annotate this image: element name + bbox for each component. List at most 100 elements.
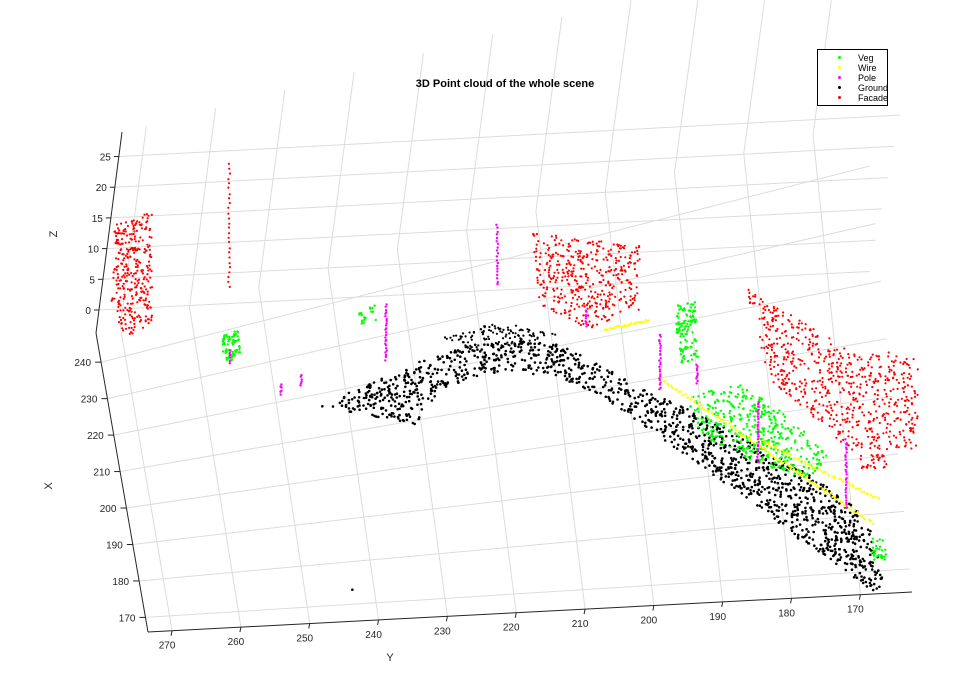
veg-point — [690, 358, 694, 361]
pole-point — [495, 255, 499, 258]
ground-point — [527, 366, 530, 370]
veg-point — [683, 309, 686, 312]
facade-point — [596, 293, 600, 296]
veg-point — [726, 400, 729, 403]
facade-point — [603, 293, 606, 296]
pole-point — [696, 379, 699, 383]
ground-point — [853, 535, 856, 538]
facade-point — [839, 355, 842, 358]
ground-point — [510, 369, 514, 372]
wire-point — [807, 463, 810, 467]
ground-point — [830, 527, 833, 531]
facade-point — [884, 418, 887, 422]
ground-point — [721, 430, 725, 434]
z-tick-label: 5 — [89, 275, 95, 286]
ground-point — [469, 344, 472, 347]
facade-point — [582, 322, 585, 326]
veg-point — [794, 439, 797, 442]
pole-points — [384, 303, 388, 362]
ground-point — [476, 348, 479, 351]
facade-point — [878, 444, 881, 447]
ground-point — [811, 516, 814, 520]
facade-point — [539, 273, 542, 276]
facade-point — [550, 308, 553, 311]
ground-point — [436, 355, 440, 359]
ground-point — [445, 372, 448, 376]
facade-point — [830, 406, 833, 410]
ground-point — [852, 557, 855, 561]
ground-point — [393, 415, 396, 418]
facade-point — [146, 243, 149, 246]
ground-point — [874, 577, 877, 580]
ground-point — [629, 404, 632, 408]
ground-point — [666, 402, 669, 406]
facade-point — [548, 269, 551, 272]
ground-point — [492, 371, 496, 374]
pole-point — [496, 242, 500, 245]
ground-point — [858, 563, 862, 567]
wire-point — [761, 446, 764, 450]
facade-point — [610, 293, 613, 296]
facade-point — [143, 276, 146, 279]
ground-point — [583, 371, 586, 375]
ground-point — [487, 356, 491, 360]
facade-point — [576, 282, 579, 285]
facade-point — [125, 234, 129, 237]
ground-point — [627, 391, 630, 395]
ground-point — [465, 360, 468, 363]
grid-lines — [98, 0, 910, 631]
facade-point — [124, 228, 127, 231]
facade-point — [150, 236, 153, 239]
facade-point — [117, 303, 120, 306]
facade-point — [818, 403, 821, 406]
ground-point — [576, 358, 580, 361]
ground-point — [693, 414, 696, 418]
facade-point — [767, 308, 771, 312]
ground-point — [860, 533, 864, 537]
facade-point — [813, 400, 816, 403]
wire-point — [822, 488, 825, 491]
ground-point — [749, 489, 752, 492]
ground-point — [450, 360, 453, 363]
veg-point — [817, 462, 820, 465]
ground-point — [351, 588, 354, 591]
veg-point — [678, 308, 681, 311]
ground-point — [331, 405, 335, 408]
veg-point — [814, 453, 818, 457]
facade-point — [596, 250, 599, 253]
ground-point — [532, 332, 535, 335]
facade-point — [864, 375, 867, 378]
wire-point — [874, 495, 878, 498]
ground-point — [773, 493, 777, 497]
facade-point — [135, 286, 138, 289]
wire-point — [707, 410, 710, 413]
facade-point — [866, 465, 869, 468]
ground-point — [430, 399, 434, 402]
ground-point — [767, 503, 770, 506]
veg-point — [737, 435, 741, 439]
ground-point — [714, 469, 718, 473]
facade-point — [807, 367, 810, 370]
facade-point — [119, 296, 122, 299]
veg-point — [739, 441, 742, 444]
facade-point — [548, 266, 551, 269]
veg-point — [792, 426, 795, 429]
veg-point — [809, 447, 812, 450]
facade-point — [836, 361, 839, 364]
ground-point — [811, 510, 814, 514]
legend-label: Veg — [858, 53, 874, 63]
pole-point — [756, 415, 760, 418]
facade-point — [607, 281, 610, 284]
facade-point — [579, 323, 583, 327]
veg-point — [758, 396, 761, 399]
facade-point — [774, 319, 778, 322]
pole-point — [757, 417, 760, 421]
ground-point — [617, 391, 620, 394]
facade-point — [780, 382, 783, 385]
facade-point — [127, 250, 130, 253]
facade-point — [141, 239, 144, 242]
facade-point — [800, 382, 803, 385]
wire-point — [851, 483, 854, 486]
ground-point — [397, 374, 401, 377]
facade-point — [856, 443, 859, 447]
